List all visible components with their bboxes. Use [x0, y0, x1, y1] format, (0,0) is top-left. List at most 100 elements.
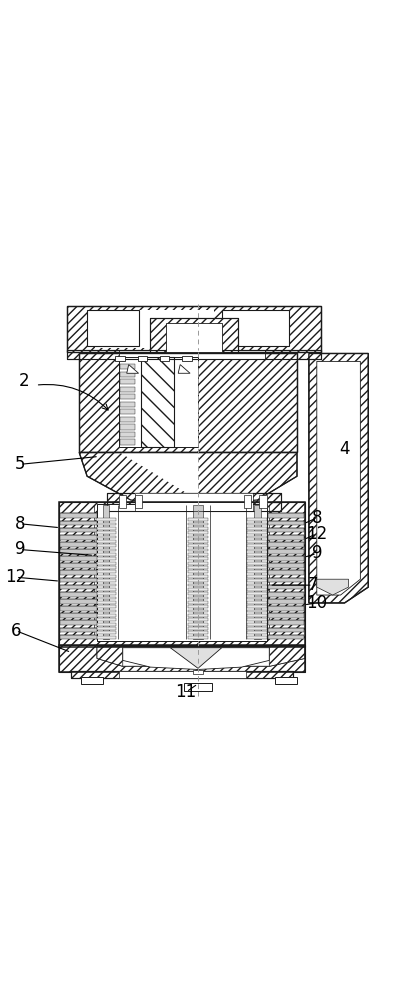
Bar [188, 570, 208, 573]
Bar [188, 627, 208, 630]
Bar [248, 531, 267, 534]
Bar [188, 536, 208, 538]
Bar [268, 535, 304, 540]
Bar [95, 310, 214, 348]
Polygon shape [317, 361, 360, 595]
Bar [188, 523, 208, 525]
Bar [96, 523, 116, 525]
Bar [135, 495, 142, 508]
Bar [67, 350, 321, 359]
Bar [160, 356, 169, 361]
Bar [96, 627, 116, 630]
Bar [188, 592, 208, 595]
Bar [188, 605, 208, 608]
Bar [248, 627, 267, 630]
Bar [119, 495, 126, 508]
Bar [96, 536, 116, 538]
Polygon shape [309, 353, 368, 603]
Bar [60, 542, 97, 547]
Bar [188, 579, 208, 582]
Bar [188, 566, 208, 569]
Bar [96, 579, 116, 582]
Bar [188, 549, 208, 551]
Bar [135, 493, 253, 502]
Bar [96, 592, 116, 595]
Bar [79, 353, 297, 452]
Bar [268, 542, 304, 547]
Bar [248, 570, 267, 573]
Text: 6: 6 [11, 622, 21, 640]
Text: 9: 9 [15, 540, 25, 558]
Bar [120, 439, 135, 445]
Bar [248, 549, 267, 551]
Bar [188, 584, 208, 586]
Polygon shape [127, 365, 139, 373]
Polygon shape [123, 648, 269, 669]
Bar [96, 614, 116, 617]
Bar [138, 356, 147, 361]
Bar [248, 623, 267, 626]
Bar [248, 618, 267, 621]
Polygon shape [119, 452, 198, 500]
Bar [248, 536, 267, 538]
Bar [182, 356, 192, 361]
Bar [188, 614, 208, 617]
Bar [96, 597, 116, 599]
Bar [141, 357, 174, 447]
Bar [96, 557, 116, 560]
Bar [268, 606, 304, 611]
Bar [150, 318, 238, 352]
Bar [268, 592, 304, 597]
Bar [71, 671, 293, 678]
Bar [96, 605, 116, 608]
Bar [268, 585, 304, 589]
Bar [248, 601, 267, 604]
Bar [60, 613, 97, 618]
Bar [96, 549, 116, 551]
Bar [120, 417, 135, 422]
Bar [268, 613, 304, 618]
Bar [60, 556, 97, 561]
Bar [188, 588, 208, 591]
Bar [120, 387, 135, 392]
Bar [268, 599, 304, 604]
Bar [59, 645, 305, 672]
Bar [59, 502, 305, 647]
Bar [188, 575, 208, 578]
Bar [96, 623, 116, 626]
Bar [60, 535, 97, 540]
Bar [248, 597, 267, 599]
Bar [188, 618, 208, 621]
Text: 10: 10 [306, 594, 327, 612]
Bar [248, 588, 267, 591]
Bar [244, 495, 251, 508]
Bar [268, 556, 304, 561]
Polygon shape [269, 647, 305, 666]
Bar [95, 310, 210, 348]
Bar [268, 521, 304, 525]
Bar [96, 636, 116, 639]
Bar [120, 394, 135, 399]
Bar [107, 502, 281, 511]
Bar [268, 570, 304, 575]
Bar [248, 540, 267, 543]
Bar [60, 635, 97, 639]
Bar [166, 323, 222, 352]
Bar [222, 310, 289, 346]
Bar [248, 527, 267, 530]
Polygon shape [97, 647, 123, 666]
Bar [96, 631, 116, 634]
Bar [268, 528, 304, 532]
Bar [135, 493, 253, 502]
Text: 11: 11 [175, 683, 197, 701]
Bar [259, 495, 267, 508]
Bar [60, 592, 97, 597]
Text: 12: 12 [306, 525, 327, 543]
Text: 7: 7 [308, 576, 318, 594]
Bar [268, 563, 304, 568]
Bar [96, 531, 116, 534]
Polygon shape [170, 648, 222, 668]
Bar [120, 424, 135, 430]
Bar [188, 610, 208, 612]
Bar [107, 493, 281, 502]
